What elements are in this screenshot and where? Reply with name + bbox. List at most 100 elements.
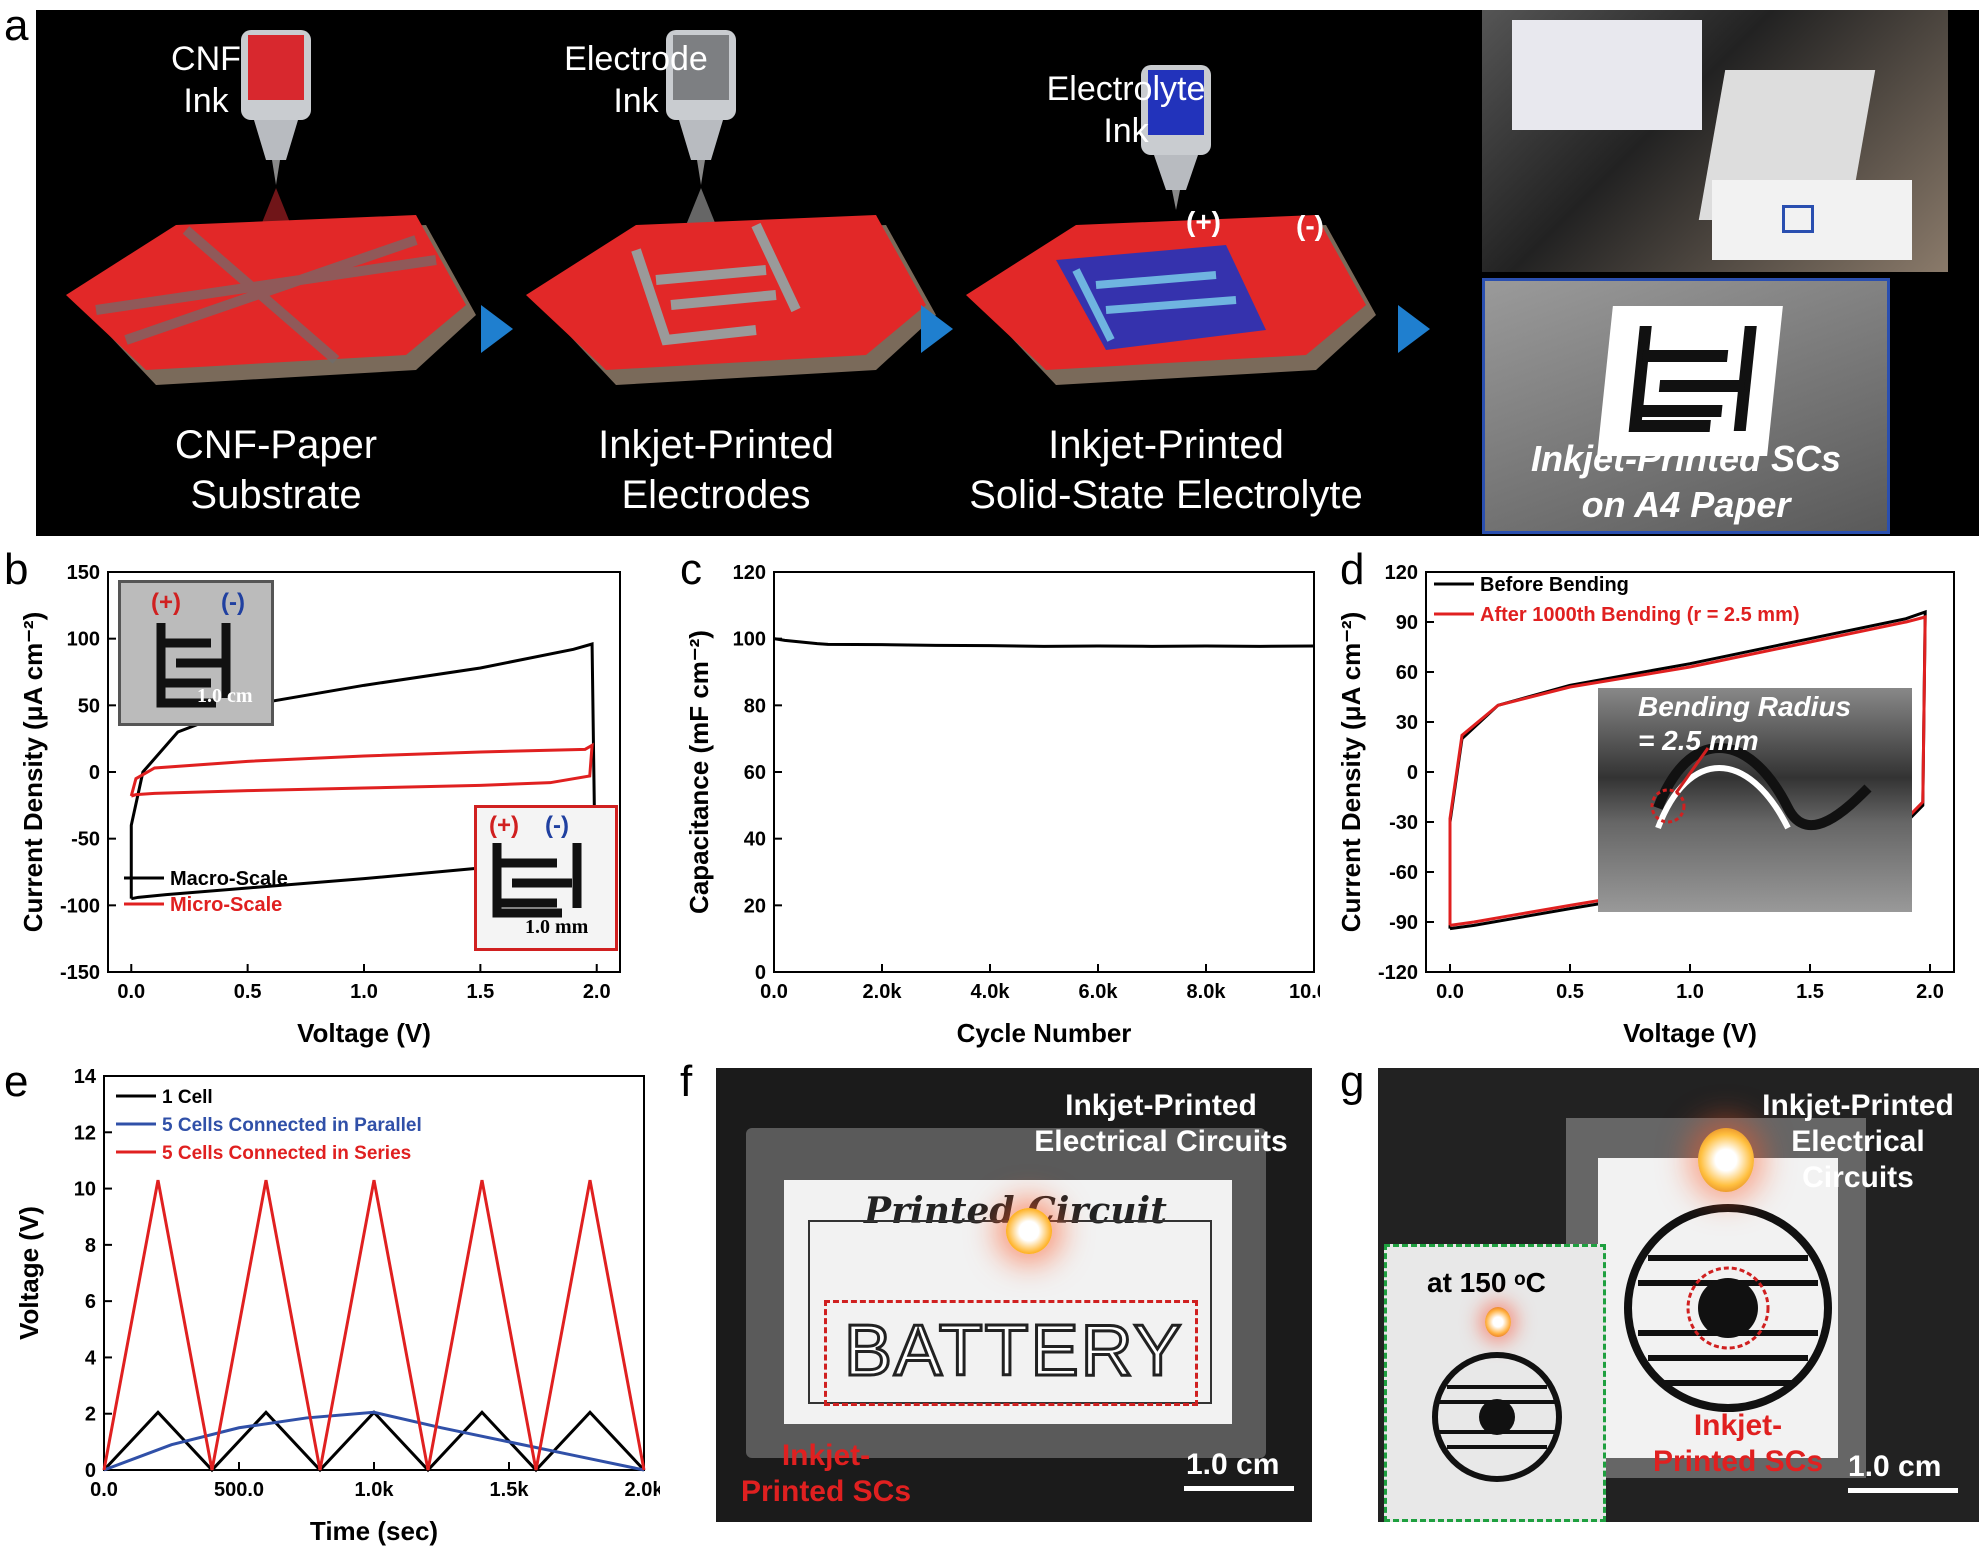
- step-caption-line2: Electrodes: [621, 473, 811, 517]
- inset-micro-sc: (+) (-) 1.0 mm: [474, 805, 618, 951]
- y-tick-label: 4: [85, 1347, 97, 1369]
- label-circuits-line2: Electrical: [1791, 1125, 1925, 1158]
- legend-label: 5 Cells Connected in Parallel: [162, 1115, 422, 1136]
- inset-minus-label: (-): [545, 812, 569, 839]
- ink-label-line1: Electrolyte: [1046, 70, 1206, 108]
- step-caption-line1: Inkjet-Printed: [598, 423, 834, 467]
- y-tick-label: 120: [1385, 562, 1418, 584]
- y-axis-label: Voltage (V): [14, 1206, 44, 1340]
- x-tick-label: 6.0k: [1079, 981, 1119, 1003]
- process-arrow-2: [921, 305, 953, 353]
- label-scs-line1: Inkjet-: [1693, 1409, 1783, 1442]
- y-tick-label: -120: [1378, 962, 1418, 984]
- panel-label-f: f: [680, 1057, 693, 1106]
- y-tick-label: 40: [744, 829, 766, 851]
- y-tick-label: 80: [744, 695, 766, 717]
- inset-macro-scale: 1.0 cm: [197, 685, 253, 707]
- y-tick-label: -100: [60, 895, 100, 917]
- step-electrodes: Electrode Ink Inkjet-Printed Electrodes: [496, 10, 936, 536]
- y-axis-label: Current Density (μA cm⁻²): [1336, 612, 1366, 932]
- x-tick-label: 0.0: [90, 1479, 118, 1501]
- ink-label-line1: Electrode: [564, 40, 708, 78]
- legend-label: Macro-Scale: [170, 868, 288, 890]
- legend-label: After 1000th Bending (r = 2.5 mm): [1480, 604, 1800, 626]
- card-word: BATTERY: [842, 1310, 1184, 1393]
- series-line-1: [103, 1410, 645, 1472]
- y-tick-label: -30: [1389, 812, 1418, 834]
- panel-label-e: e: [4, 1057, 29, 1106]
- inset-micro-scale: 1.0 mm: [525, 916, 589, 938]
- x-axis-label: Voltage (V): [297, 1018, 431, 1048]
- legend-label: 1 Cell: [162, 1087, 213, 1108]
- ink-label-line2: Ink: [1103, 112, 1149, 150]
- inset-bending-photo: Bending Radius = 2.5 mm: [1598, 688, 1912, 912]
- process-arrow-3: [1398, 305, 1430, 353]
- x-axis-label: Voltage (V): [1623, 1018, 1757, 1048]
- panel-a-schematic: CNF Ink CNF-Paper Substrate Electrode: [36, 10, 1979, 536]
- scale-bar: [1848, 1488, 1958, 1493]
- label-scs-line1: Inkjet-: [781, 1439, 871, 1472]
- temp-label: at 150 ᵒC: [1427, 1267, 1546, 1298]
- led-icon: [1006, 1208, 1052, 1254]
- y-tick-label: 90: [1396, 612, 1418, 634]
- inset-plus-label: (+): [489, 812, 519, 839]
- panel-label-b: b: [4, 545, 29, 594]
- scale-bar: [1184, 1486, 1294, 1491]
- series-line-1: [129, 742, 594, 798]
- y-tick-label: 0: [755, 962, 766, 984]
- panel-f-photo: Printed Circuit BATTERY Inkjet-Printed E…: [716, 1068, 1312, 1522]
- step-electrolyte: Electrolyte Ink (+) (-) Inkjet-Printed S…: [936, 10, 1436, 536]
- inset-bending-line1: Bending Radius: [1638, 691, 1852, 722]
- y-tick-label: 0: [1407, 762, 1418, 784]
- circular-circuit-icon: [1624, 1204, 1832, 1412]
- x-tick-label: 0.0: [117, 981, 145, 1003]
- x-tick-label: 1.0: [1676, 981, 1704, 1003]
- process-arrow-1: [481, 305, 513, 353]
- y-tick-label: 10: [74, 1179, 96, 1201]
- y-tick-label: 30: [1396, 712, 1418, 734]
- y-tick-label: 150: [67, 562, 100, 584]
- inset-macro-sc: (+) (-) 1.0 cm: [118, 580, 274, 726]
- x-tick-label: 1.5k: [490, 1479, 530, 1501]
- heated-sample-inset: at 150 ᵒC: [1384, 1244, 1606, 1522]
- macro-electrode-icon: [156, 623, 231, 708]
- chart-e-charge-discharge: 0.0 500.0 1.0k 1.5k 2.0k 14 12 10 8 6 4 2 0 Time (sec…: [14, 1066, 660, 1546]
- x-tick-label: 2.0k: [625, 1479, 660, 1501]
- legend-label: 5 Cells Connected in Series: [162, 1143, 411, 1164]
- ink-label-line1: CNF: [171, 40, 241, 78]
- inset-minus-label: (-): [221, 589, 245, 616]
- bent-device-icon: [1650, 743, 1872, 831]
- y-axis-label: Current Density (μA cm⁻²): [18, 612, 48, 932]
- y-tick-label: 100: [67, 629, 100, 651]
- circular-circuit-icon: [1432, 1352, 1562, 1482]
- x-tick-label: 0.5: [234, 981, 262, 1003]
- y-axis-label: Capacitance (mF cm⁻²): [684, 630, 714, 914]
- panel-label-g: g: [1340, 1057, 1365, 1106]
- x-tick-label: 0.0: [1436, 981, 1464, 1003]
- x-axis-label: Time (sec): [310, 1516, 438, 1546]
- x-tick-label: 500.0: [214, 1479, 264, 1501]
- x-tick-label: 0.0: [760, 981, 788, 1003]
- label-circuits-line1: Inkjet-Printed: [1065, 1089, 1257, 1122]
- scale-bar-label: 1.0 cm: [1848, 1450, 1942, 1483]
- inset-bending-line2: = 2.5 mm: [1638, 725, 1759, 756]
- panel-g-photo: Inkjet-Printed Electrical Circuits Inkje…: [1378, 1068, 1979, 1522]
- step-cnf-substrate: CNF Ink CNF-Paper Substrate: [36, 10, 476, 536]
- x-tick-label: 2.0: [583, 981, 611, 1003]
- x-tick-label: 1.0: [350, 981, 378, 1003]
- y-tick-label: -150: [60, 962, 100, 984]
- x-tick-label: 10.0k: [1289, 981, 1320, 1003]
- plus-terminal-label: (+): [1186, 206, 1221, 237]
- y-tick-label: 2: [85, 1404, 96, 1426]
- sc-sample: [1597, 306, 1783, 456]
- laptop-screen: [1512, 20, 1702, 130]
- photo-caption-line1: Inkjet-Printed SCs: [1530, 438, 1842, 479]
- scale-bar-label: 1.0 cm: [1186, 1448, 1280, 1481]
- step-caption-line2: Substrate: [190, 473, 362, 517]
- ink-label-line2: Ink: [613, 82, 659, 120]
- micro-electrode-icon: [492, 843, 582, 918]
- y-tick-label: -60: [1389, 862, 1418, 884]
- y-tick-label: 8: [85, 1235, 96, 1257]
- y-tick-label: 12: [74, 1122, 96, 1144]
- x-tick-label: 2.0: [1916, 981, 1944, 1003]
